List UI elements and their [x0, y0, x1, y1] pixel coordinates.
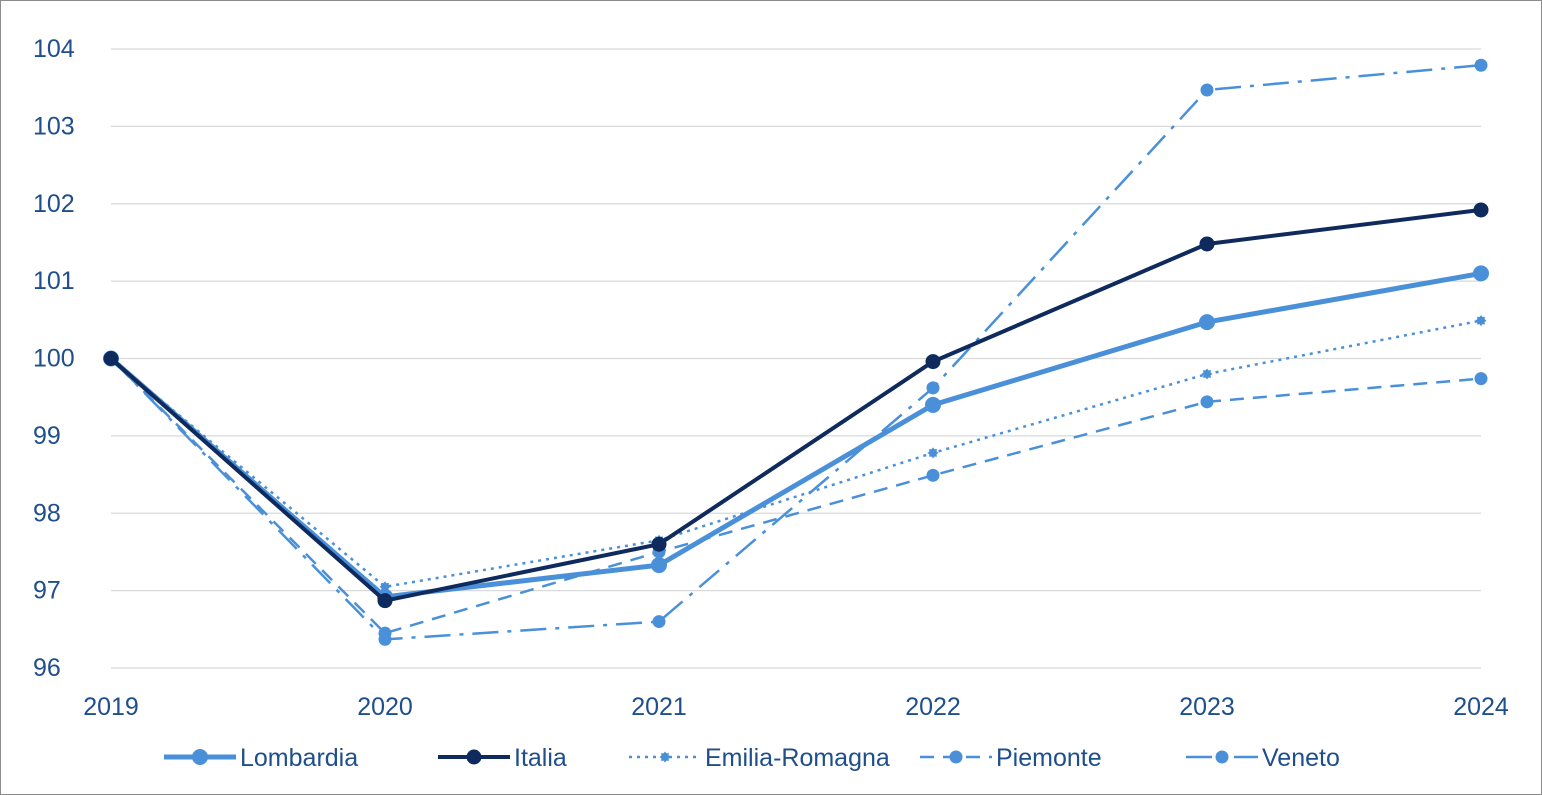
series-line-lombardia [108, 270, 1484, 600]
x-tick-label: 2021 [631, 693, 687, 721]
y-tick-label: 96 [33, 654, 61, 682]
data-point-italia [651, 536, 667, 552]
legend-label: Veneto [1262, 744, 1340, 772]
y-tick-label: 97 [33, 577, 61, 605]
data-point-piemonte [926, 468, 940, 482]
series-line-emilia-romagna [110, 319, 1482, 589]
data-point-emilia-romagna [1201, 368, 1213, 380]
series-lines [103, 58, 1489, 646]
data-point-piemonte [1200, 395, 1214, 409]
legend-label: Emilia-Romagna [705, 744, 890, 772]
data-point-veneto [652, 615, 666, 629]
data-point-piemonte [378, 626, 392, 640]
data-point-lombardia [1199, 314, 1215, 331]
data-point-emilia-romagna [1475, 315, 1487, 327]
data-point-veneto [926, 381, 940, 395]
x-tick-label: 2022 [905, 693, 961, 721]
x-axis-ticks: 2019 2020 2021 2022 2023 2024 [83, 693, 1509, 721]
x-tick-label: 2024 [1453, 693, 1509, 721]
x-tick-label: 2019 [83, 693, 139, 721]
legend-item-emilia-romagna: Emilia-Romagna [629, 744, 890, 772]
y-tick-label: 98 [33, 499, 61, 527]
legend-label: Piemonte [996, 744, 1102, 772]
data-point-italia [103, 351, 119, 366]
y-tick-label: 100 [33, 345, 75, 373]
data-point-italia [377, 593, 393, 609]
data-point-veneto [1474, 58, 1488, 72]
y-tick-label: 103 [33, 112, 75, 140]
y-tick-label: 102 [33, 190, 75, 218]
data-point-lombardia [925, 396, 941, 413]
data-point-emilia-romagna [927, 447, 939, 459]
legend-swatch-marker [192, 749, 208, 765]
series-lombardia [103, 265, 1489, 605]
data-point-italia [1473, 202, 1489, 218]
legend-swatch-marker [659, 751, 671, 763]
x-tick-label: 2023 [1179, 693, 1235, 721]
data-point-piemonte [1474, 372, 1488, 386]
series-italia [103, 202, 1489, 609]
series-veneto [104, 58, 1488, 646]
legend-swatch-marker [466, 749, 482, 765]
y-tick-label: 104 [33, 35, 75, 63]
gridlines [111, 48, 1481, 669]
y-tick-label: 99 [33, 422, 61, 450]
series-line-veneto [110, 63, 1482, 641]
legend: Lombardia Italia Emilia-Romagna Piemonte Ven… [164, 744, 1340, 772]
data-point-lombardia [1473, 265, 1489, 282]
series-line-italia [109, 207, 1483, 603]
legend-swatch-marker [1215, 750, 1229, 764]
legend-item-veneto: Veneto [1186, 744, 1340, 772]
data-point-italia [925, 354, 941, 370]
series-line-piemonte [110, 357, 1482, 635]
x-tick-label: 2020 [357, 693, 413, 721]
legend-label: Lombardia [240, 744, 358, 772]
legend-label: Italia [514, 744, 567, 772]
data-point-lombardia [651, 557, 667, 574]
legend-item-lombardia: Lombardia [164, 744, 358, 772]
y-axis-ticks: 96 97 98 99 100 101 102 103 104 [33, 35, 75, 682]
data-point-veneto [1200, 83, 1214, 97]
legend-item-italia: Italia [438, 744, 567, 772]
legend-item-piemonte: Piemonte [920, 744, 1102, 772]
data-point-italia [1199, 236, 1215, 252]
legend-swatch-marker [949, 750, 963, 764]
y-tick-label: 101 [33, 267, 75, 295]
